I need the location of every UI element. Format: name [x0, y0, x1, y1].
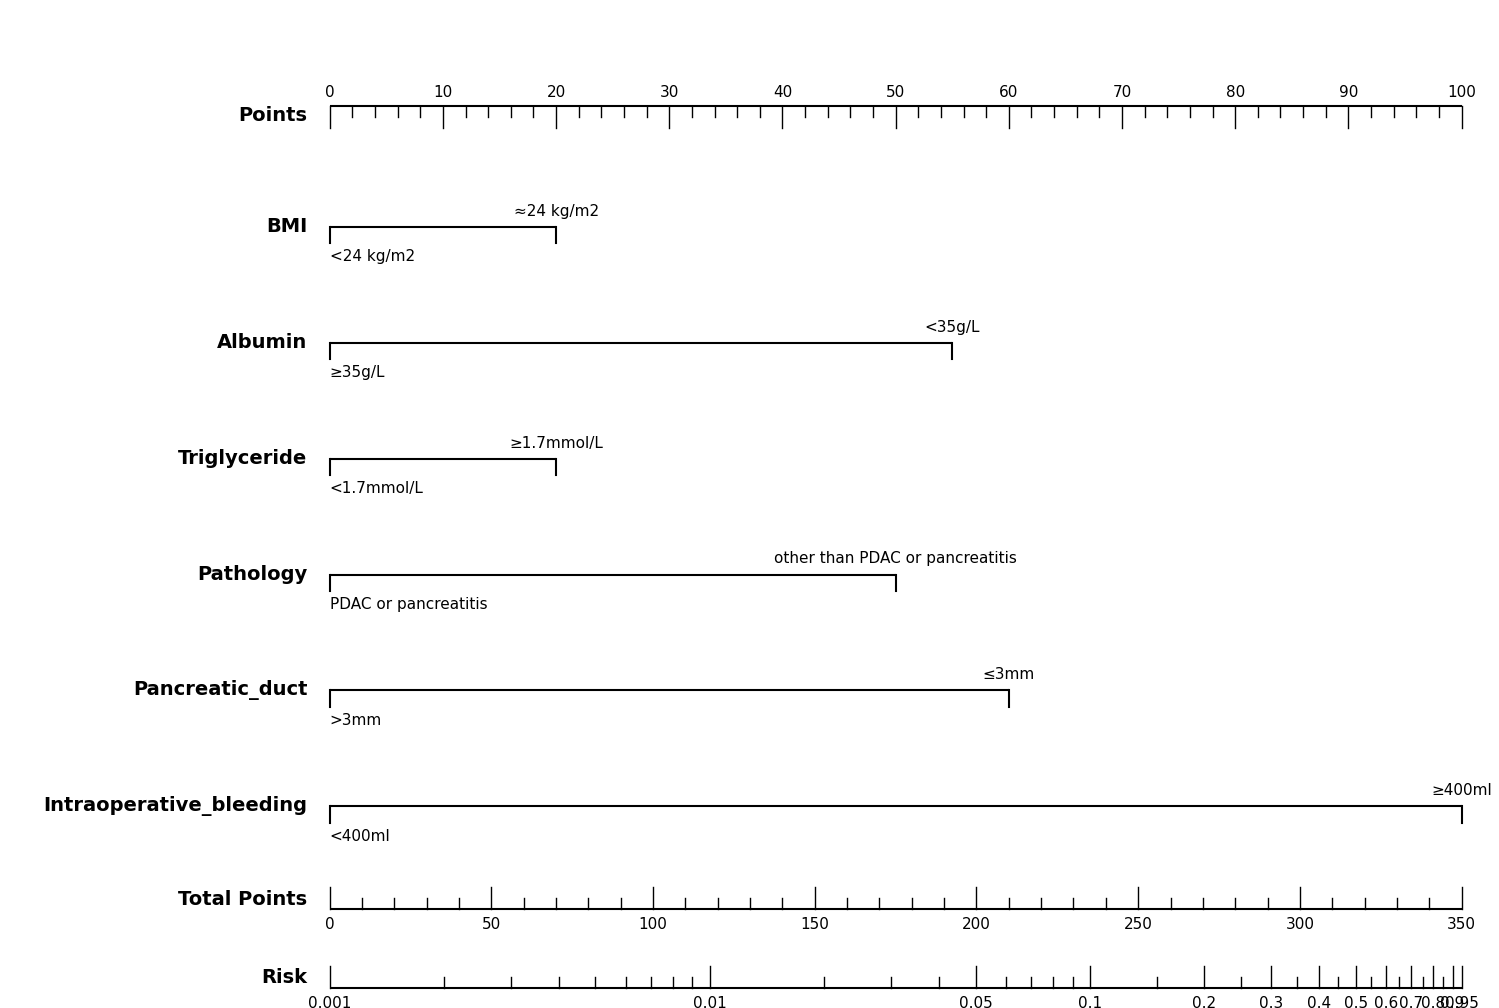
Text: 40: 40 [773, 85, 791, 100]
Text: 20: 20 [547, 85, 565, 100]
Text: 70: 70 [1112, 85, 1132, 100]
Text: 0.95: 0.95 [1445, 996, 1478, 1008]
Text: 80: 80 [1226, 85, 1244, 100]
Text: Points: Points [238, 107, 307, 125]
Text: 0.3: 0.3 [1259, 996, 1283, 1008]
Text: ≥1.7mmol/L: ≥1.7mmol/L [510, 435, 603, 451]
Text: Albumin: Albumin [217, 334, 307, 352]
Text: 300: 300 [1285, 917, 1315, 932]
Text: <1.7mmol/L: <1.7mmol/L [330, 481, 424, 496]
Text: 0.001: 0.001 [309, 996, 351, 1008]
Text: Risk: Risk [261, 969, 307, 987]
Text: ≤3mm: ≤3mm [983, 667, 1034, 682]
Text: Total Points: Total Points [178, 890, 307, 908]
Text: 0.5: 0.5 [1343, 996, 1367, 1008]
Text: Intraoperative_bleeding: Intraoperative_bleeding [43, 796, 307, 816]
Text: ≥400ml: ≥400ml [1432, 783, 1492, 798]
Text: 50: 50 [481, 917, 501, 932]
Text: <24 kg/m2: <24 kg/m2 [330, 249, 415, 264]
Text: ≥35g/L: ≥35g/L [330, 365, 385, 380]
Text: Triglyceride: Triglyceride [178, 450, 307, 468]
Text: <400ml: <400ml [330, 829, 391, 844]
Text: 90: 90 [1339, 85, 1358, 100]
Text: 150: 150 [800, 917, 829, 932]
Text: ≈24 kg/m2: ≈24 kg/m2 [514, 204, 598, 219]
Text: PDAC or pancreatitis: PDAC or pancreatitis [330, 597, 487, 612]
Text: 250: 250 [1124, 917, 1153, 932]
Text: Pancreatic_duct: Pancreatic_duct [133, 680, 307, 701]
Text: 0.4: 0.4 [1307, 996, 1331, 1008]
Text: 0.9: 0.9 [1441, 996, 1465, 1008]
Text: 0.7: 0.7 [1399, 996, 1423, 1008]
Text: 350: 350 [1447, 917, 1477, 932]
Text: 0.8: 0.8 [1421, 996, 1445, 1008]
Text: 10: 10 [433, 85, 453, 100]
Text: 60: 60 [1000, 85, 1018, 100]
Text: other than PDAC or pancreatitis: other than PDAC or pancreatitis [773, 551, 1018, 566]
Text: 0.1: 0.1 [1078, 996, 1102, 1008]
Text: >3mm: >3mm [330, 713, 382, 728]
Text: 0.01: 0.01 [693, 996, 727, 1008]
Text: BMI: BMI [265, 218, 307, 236]
Text: 0.05: 0.05 [959, 996, 992, 1008]
Text: 30: 30 [660, 85, 679, 100]
Text: 0: 0 [325, 917, 334, 932]
Text: Pathology: Pathology [196, 565, 307, 584]
Text: <35g/L: <35g/L [925, 320, 980, 335]
Text: 100: 100 [1447, 85, 1477, 100]
Text: 100: 100 [639, 917, 667, 932]
Text: 0.6: 0.6 [1373, 996, 1397, 1008]
Text: 50: 50 [886, 85, 905, 100]
Text: 200: 200 [962, 917, 991, 932]
Text: 0: 0 [325, 85, 334, 100]
Text: 0.2: 0.2 [1192, 996, 1216, 1008]
